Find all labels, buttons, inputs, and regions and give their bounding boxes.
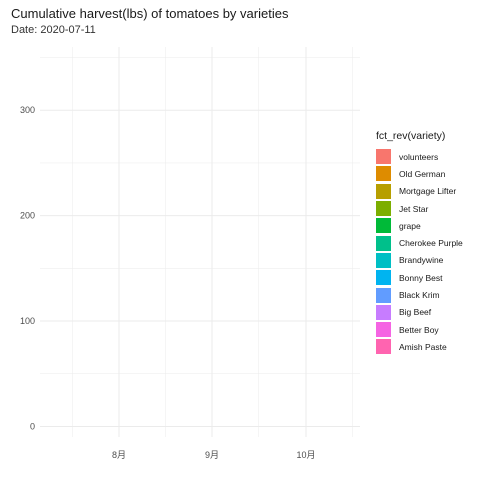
legend-key-swatch [376, 270, 391, 286]
legend-key-swatch [376, 304, 391, 320]
legend: fct_rev(variety) volunteers Old German Mor… [376, 130, 463, 356]
legend-label: Mortgage Lifter [399, 186, 457, 197]
legend-label: Brandywine [399, 255, 444, 266]
x-tick-label: 10月 [296, 450, 315, 460]
legend-key-swatch [376, 183, 391, 199]
legend-key-swatch [376, 322, 391, 338]
legend-item: Better Boy [376, 321, 463, 338]
legend-label: Old German [399, 168, 446, 179]
chart-subtitle: Date: 2020-07-11 [11, 24, 96, 36]
legend-label: grape [399, 220, 421, 231]
legend-key-swatch [376, 287, 391, 303]
legend-item: Old German [376, 165, 463, 182]
legend-item: volunteers [376, 148, 463, 165]
y-tick-label: 200 [20, 211, 35, 221]
legend-item: Mortgage Lifter [376, 183, 463, 200]
legend-label: Jet Star [399, 203, 429, 214]
legend-key-swatch [376, 166, 391, 182]
legend-key-swatch [376, 252, 391, 268]
legend-key-swatch [376, 149, 391, 165]
legend-item: Cherokee Purple [376, 234, 463, 251]
chart-title: Cumulative harvest(lbs) of tomatoes by v… [11, 6, 289, 21]
y-tick-label: 0 [30, 421, 35, 431]
y-tick-label: 100 [20, 316, 35, 326]
legend-item: Big Beef [376, 304, 463, 321]
x-tick-label: 8月 [112, 450, 126, 460]
legend-key-swatch [376, 218, 391, 234]
legend-label: Cherokee Purple [399, 238, 463, 249]
legend-item: Jet Star [376, 200, 463, 217]
legend-item: Black Krim [376, 286, 463, 303]
legend-item: Bonny Best [376, 269, 463, 286]
legend-label: Better Boy [399, 324, 439, 335]
legend-label: Black Krim [399, 290, 440, 301]
legend-title: fct_rev(variety) [376, 130, 446, 142]
legend-label: volunteers [399, 151, 439, 162]
legend-item: Brandywine [376, 252, 463, 269]
legend-key-swatch [376, 201, 391, 217]
legend-label: Amish Paste [399, 341, 447, 352]
legend-label: Bonny Best [399, 272, 443, 283]
legend-item: Amish Paste [376, 338, 463, 355]
x-tick-label: 9月 [205, 450, 219, 460]
legend-label: Big Beef [399, 307, 432, 318]
y-tick-label: 300 [20, 105, 35, 115]
legend-key-swatch [376, 339, 391, 355]
legend-key-swatch [376, 235, 391, 251]
legend-item: grape [376, 217, 463, 234]
